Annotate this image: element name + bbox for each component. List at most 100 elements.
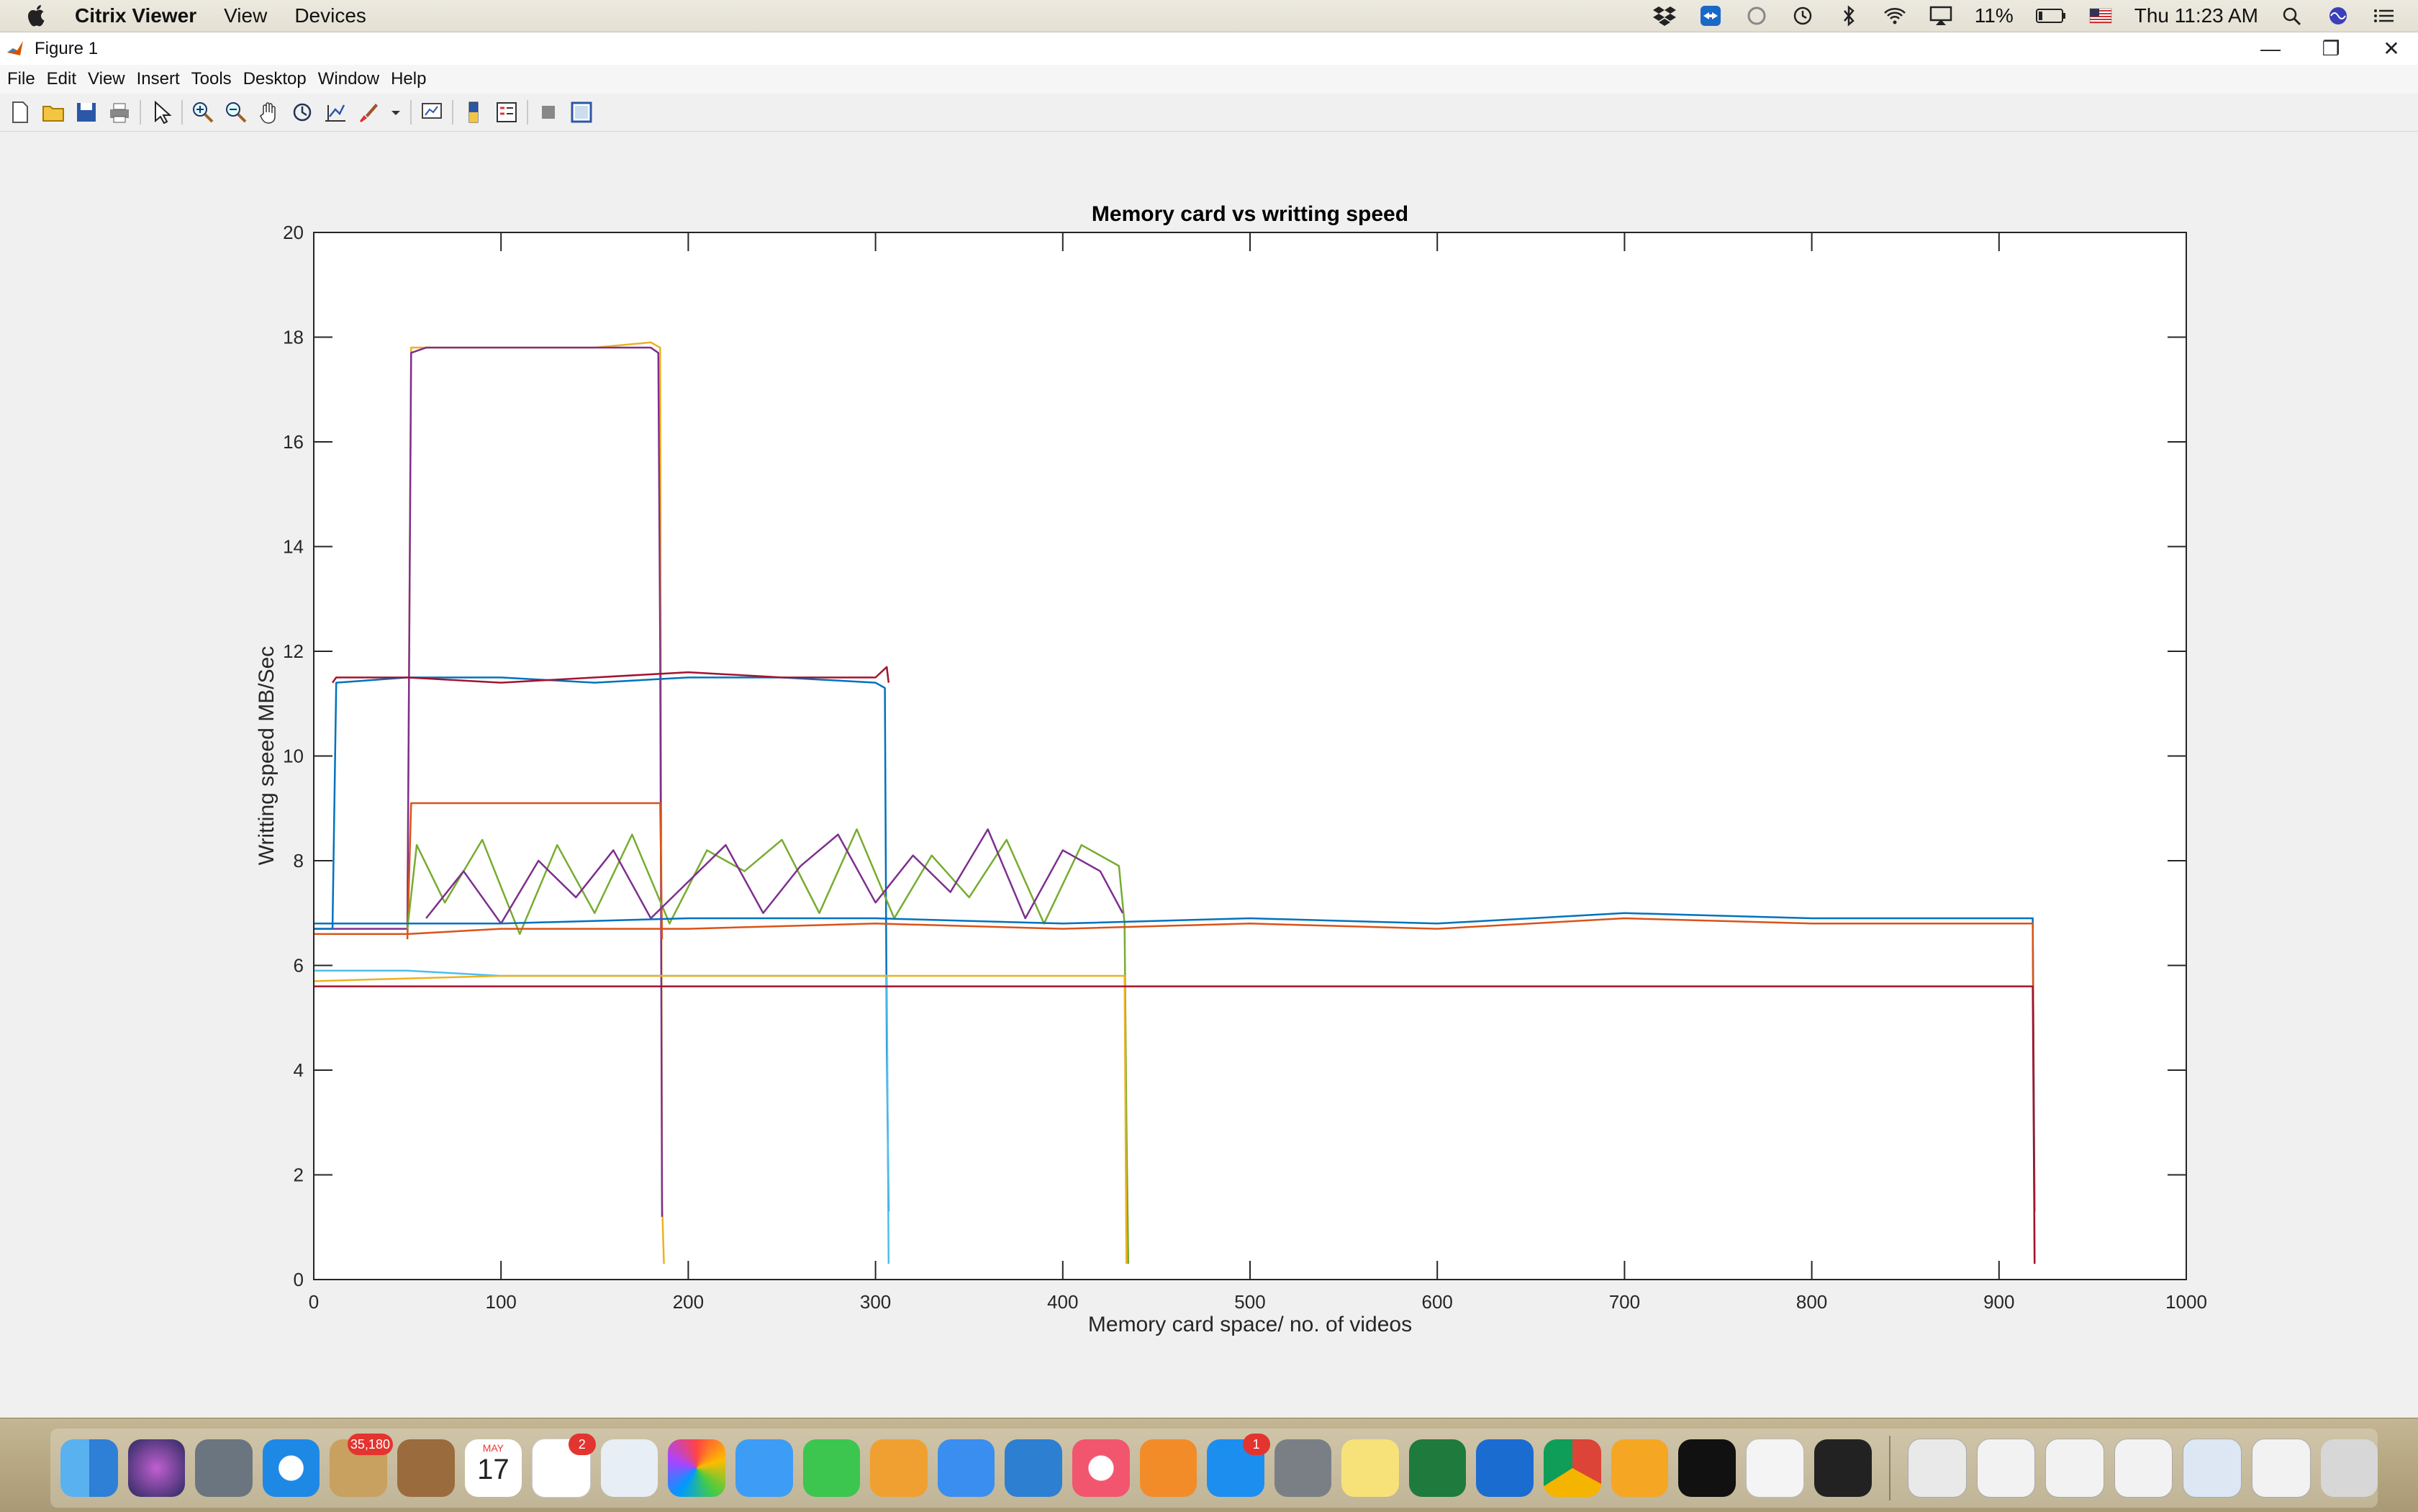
zoom-out-icon[interactable]: [223, 99, 249, 125]
airplay-icon[interactable]: [1929, 5, 1953, 27]
series-line-12[interactable]: [314, 985, 2036, 1264]
pan-hand-icon[interactable]: [256, 99, 282, 125]
chrome-icon[interactable]: [1544, 1439, 1601, 1497]
series-line-8[interactable]: [314, 912, 2036, 1212]
clock[interactable]: Thu 11:23 AM: [2134, 4, 2258, 27]
notes-icon[interactable]: [1341, 1439, 1399, 1497]
citrix-icon[interactable]: [1611, 1439, 1669, 1497]
facetime-icon[interactable]: [802, 1439, 861, 1497]
save-icon[interactable]: [73, 99, 99, 125]
series-layer: [313, 341, 2036, 1264]
menu-edit[interactable]: Edit: [46, 69, 77, 89]
window-thumbnail-icon[interactable]: [2045, 1439, 2104, 1498]
spotlight-search-icon[interactable]: [2280, 5, 2304, 27]
zoom-in-icon[interactable]: [190, 99, 216, 125]
window-controls: — ❐ ✕: [2258, 33, 2404, 65]
status-area: 11% Thu 11:23 AM: [1652, 0, 2396, 32]
x-tick-label: 300: [860, 1291, 891, 1313]
window-thumbnail-icon[interactable]: [2183, 1439, 2242, 1498]
app-store-icon[interactable]: 1: [1207, 1434, 1270, 1497]
textedit-icon[interactable]: [1745, 1439, 1805, 1498]
menu-help[interactable]: Help: [391, 69, 427, 89]
show-plot-tools-icon[interactable]: [569, 99, 594, 125]
series-line-11[interactable]: [313, 974, 1128, 1264]
reminders-icon[interactable]: 2: [532, 1434, 596, 1498]
close-icon[interactable]: ✕: [2383, 37, 2400, 60]
dropbox-icon[interactable]: [1652, 5, 1677, 27]
menu-view[interactable]: View: [224, 4, 268, 27]
maximize-icon[interactable]: ❐: [2322, 37, 2340, 60]
contacts-icon[interactable]: [397, 1439, 455, 1497]
brush-icon[interactable]: [356, 99, 381, 125]
calendar-month: MAY: [482, 1442, 504, 1454]
window-thumbnail-icon[interactable]: [1976, 1439, 2036, 1498]
excel-icon[interactable]: [1408, 1439, 1467, 1497]
pages-icon[interactable]: [870, 1439, 928, 1497]
mail-icon[interactable]: 35,180: [330, 1434, 393, 1497]
menu-file[interactable]: File: [7, 69, 35, 89]
y-tick-label: 20: [283, 222, 304, 243]
document-stack-icon[interactable]: [1908, 1439, 1967, 1498]
minimize-icon[interactable]: —: [2260, 37, 2281, 60]
new-figure-icon[interactable]: [7, 99, 33, 125]
teamviewer-dock-icon[interactable]: [1476, 1439, 1534, 1497]
window-thumbnail-icon[interactable]: [2251, 1439, 2311, 1498]
system-preferences-icon[interactable]: [1274, 1439, 1332, 1497]
flag-us-icon[interactable]: [2088, 5, 2113, 27]
calendar-icon[interactable]: MAY 17: [464, 1439, 522, 1497]
print-icon[interactable]: [107, 99, 132, 125]
series-line-7[interactable]: [425, 828, 1124, 925]
figure-toolbar: [0, 94, 2418, 132]
finder-icon[interactable]: [60, 1439, 118, 1497]
link-plot-icon[interactable]: [419, 99, 445, 125]
ibooks-icon[interactable]: [1139, 1439, 1197, 1497]
menu-devices[interactable]: Devices: [294, 4, 366, 27]
menu-view-figure[interactable]: View: [88, 69, 125, 89]
apple-icon[interactable]: [26, 4, 47, 28]
toolbar-separator: [181, 100, 183, 125]
series-line-2[interactable]: [314, 346, 664, 1217]
photos-icon[interactable]: [668, 1439, 725, 1497]
menu-tools[interactable]: Tools: [191, 69, 232, 89]
series-line-4[interactable]: [332, 666, 890, 684]
series-line-9[interactable]: [314, 917, 2036, 1264]
insert-legend-icon[interactable]: [494, 99, 520, 125]
wifi-icon[interactable]: [1883, 5, 1907, 27]
y-tick-label: 0: [294, 1269, 304, 1290]
launchpad-icon[interactable]: [195, 1439, 253, 1497]
messages-icon[interactable]: [735, 1439, 793, 1497]
trash-icon[interactable]: [2320, 1439, 2378, 1497]
menu-window[interactable]: Window: [317, 69, 380, 89]
siri-dock-icon[interactable]: [127, 1439, 186, 1497]
app-name[interactable]: Citrix Viewer: [75, 4, 197, 27]
bluetooth-icon[interactable]: [1837, 5, 1861, 27]
itunes-icon[interactable]: [1072, 1439, 1130, 1497]
numbers-icon[interactable]: [937, 1439, 995, 1497]
line-chart[interactable]: 0 100 200 300 400 500 600 700 800 900 1000 0 2 4 6 8 10 1…: [0, 132, 2418, 1418]
series-line-6[interactable]: [406, 828, 1130, 1264]
teamviewer-icon[interactable]: [1698, 5, 1723, 27]
menu-insert[interactable]: Insert: [136, 69, 180, 89]
toolbar-separator: [452, 100, 453, 125]
siri-icon[interactable]: [2326, 5, 2350, 27]
open-file-icon[interactable]: [40, 99, 66, 125]
sync-icon[interactable]: [1744, 5, 1769, 27]
time-machine-icon[interactable]: [1790, 5, 1815, 27]
window-thumbnail-icon[interactable]: [2114, 1439, 2173, 1498]
edit-plot-arrow-icon[interactable]: [148, 99, 174, 125]
series-line-3[interactable]: [314, 676, 890, 1212]
activity-monitor-icon[interactable]: [1814, 1439, 1873, 1497]
preview-icon[interactable]: [600, 1439, 658, 1497]
menu-desktop[interactable]: Desktop: [243, 69, 307, 89]
insert-colorbar-icon[interactable]: [461, 99, 486, 125]
brush-dropdown-icon[interactable]: [389, 99, 403, 125]
series-line-5[interactable]: [406, 802, 664, 940]
notification-center-icon[interactable]: [2372, 5, 2396, 27]
data-cursor-icon[interactable]: [322, 99, 348, 125]
hide-plot-tools-icon[interactable]: [535, 99, 561, 125]
keynote-icon[interactable]: [1005, 1439, 1062, 1497]
battery-icon[interactable]: [2035, 5, 2067, 27]
rotate-3d-icon[interactable]: [289, 99, 315, 125]
safari-icon[interactable]: [262, 1439, 320, 1497]
terminal-icon[interactable]: [1678, 1439, 1736, 1497]
